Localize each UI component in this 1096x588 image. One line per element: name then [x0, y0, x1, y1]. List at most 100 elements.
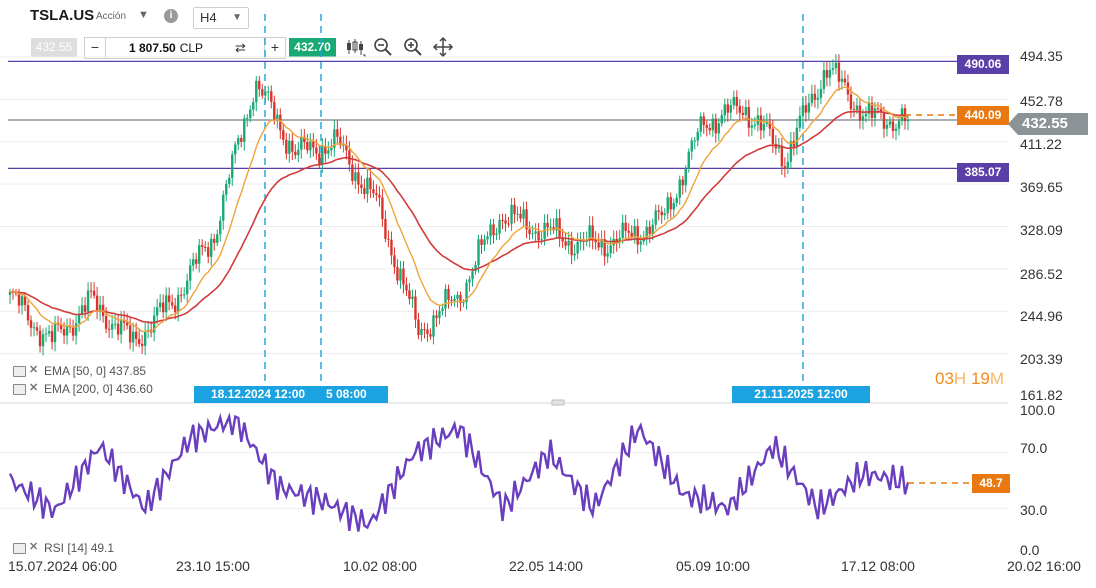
candle-body: [849, 94, 853, 110]
candle-body: [627, 230, 630, 233]
candle-body: [113, 323, 117, 325]
level-tag-lower[interactable]: 385.07: [957, 163, 1009, 182]
level-tag-upper[interactable]: 490.06: [957, 55, 1009, 74]
indicator-settings-icon[interactable]: [13, 543, 26, 554]
candle-body: [104, 316, 108, 329]
candle-body: [47, 331, 51, 334]
candle-body: [282, 130, 285, 140]
candle-body: [819, 88, 823, 98]
candle-body: [152, 315, 156, 333]
move-icon[interactable]: [432, 36, 454, 58]
candle-body: [546, 222, 549, 228]
price-tick: 369.65: [1020, 179, 1063, 195]
candle-body: [354, 172, 357, 181]
candle-body: [852, 109, 856, 111]
candle-body: [74, 323, 78, 336]
candle-body: [750, 125, 754, 128]
pane-resize-handle[interactable]: [551, 399, 565, 406]
candle-body: [173, 305, 177, 313]
candle-body: [195, 259, 198, 264]
candle-body: [228, 177, 231, 184]
candle-body: [243, 118, 246, 142]
marker-tag-2[interactable]: 5 08:00: [322, 386, 388, 403]
candle-body: [38, 330, 42, 347]
candle-body: [252, 102, 255, 110]
candle-body: [741, 112, 745, 115]
candle-body: [723, 104, 726, 116]
candle-body: [720, 115, 723, 124]
time-tick: 20.02 16:00: [1007, 558, 1081, 574]
candle-body: [204, 246, 207, 248]
candle-body: [8, 291, 12, 295]
candle-body: [116, 323, 120, 335]
candle-body: [14, 292, 18, 294]
candle-body: [351, 164, 354, 181]
candle-body: [537, 231, 540, 241]
symbol-title[interactable]: TSLA.US: [30, 7, 95, 24]
candle-countdown: 03H 19M: [935, 369, 1005, 388]
zoom-in-icon[interactable]: [402, 36, 424, 58]
candle-body: [44, 333, 48, 335]
close-icon[interactable]: ✕: [29, 364, 39, 376]
candle-body: [315, 147, 318, 154]
candle-body: [597, 242, 600, 248]
candle-body: [324, 146, 327, 154]
ema50-legend: EMA [50, 0] 437.85: [44, 364, 147, 378]
close-icon[interactable]: ✕: [29, 382, 39, 394]
candle-body: [435, 315, 438, 318]
increase-button[interactable]: +: [264, 38, 285, 58]
time-tick: 22.05 14:00: [509, 558, 583, 574]
decrease-button[interactable]: −: [85, 38, 106, 58]
candle-body: [231, 154, 234, 178]
candle-body: [831, 68, 835, 70]
candle-body: [489, 224, 492, 237]
candle-body: [264, 91, 267, 96]
bid-price-button[interactable]: 432.55: [31, 38, 77, 57]
timeframe-select[interactable]: H4 ▼: [193, 7, 249, 29]
candle-body: [375, 193, 378, 195]
candle-body: [885, 124, 889, 129]
candle-body: [684, 168, 687, 186]
candle-body: [477, 239, 480, 266]
candle-body: [20, 296, 24, 306]
candle-body: [651, 224, 654, 234]
candle-body: [237, 138, 240, 145]
candle-body: [426, 329, 429, 335]
marker-tag-3[interactable]: 21.11.2025 12:00: [732, 386, 870, 403]
indicator-settings-icon[interactable]: [13, 366, 26, 377]
rsi-tick: 70.0: [1020, 440, 1048, 456]
quantity-value[interactable]: 1 807.50 CLP: [111, 38, 281, 58]
candle-body: [393, 255, 396, 268]
candle-body: [666, 197, 669, 214]
candle-body: [471, 271, 474, 280]
candle-body: [816, 97, 820, 100]
candle-body: [125, 322, 129, 326]
close-icon[interactable]: ✕: [29, 541, 39, 553]
info-icon[interactable]: i: [164, 9, 178, 23]
candle-body: [795, 127, 799, 147]
quantity-stepper[interactable]: − 1 807.50 CLP ⇄ +: [84, 37, 286, 59]
ema200-line: [9, 110, 909, 324]
candle-body: [783, 166, 787, 169]
candle-body: [143, 331, 147, 346]
zoom-out-icon[interactable]: [372, 36, 394, 58]
candle-body: [456, 294, 459, 299]
candles-icon[interactable]: [344, 36, 366, 58]
candle-body: [234, 144, 237, 155]
candle-body: [98, 304, 102, 312]
candle-body: [582, 241, 585, 243]
candle-body: [726, 104, 729, 113]
candle-body: [828, 69, 832, 78]
candle-body: [549, 227, 552, 229]
candle-body: [552, 227, 555, 231]
candle-body: [732, 97, 736, 106]
marker-tag-1[interactable]: 18.12.2024 12:00: [194, 386, 322, 403]
indicator-settings-icon[interactable]: [13, 384, 26, 395]
candle-body: [669, 197, 672, 210]
swap-icon[interactable]: ⇄: [235, 40, 246, 55]
quantity-amount: 1 807.50: [129, 41, 176, 55]
candle-body: [525, 209, 528, 230]
symbol-dropdown-caret-icon[interactable]: ▼: [138, 9, 149, 21]
candle-body: [134, 331, 138, 339]
